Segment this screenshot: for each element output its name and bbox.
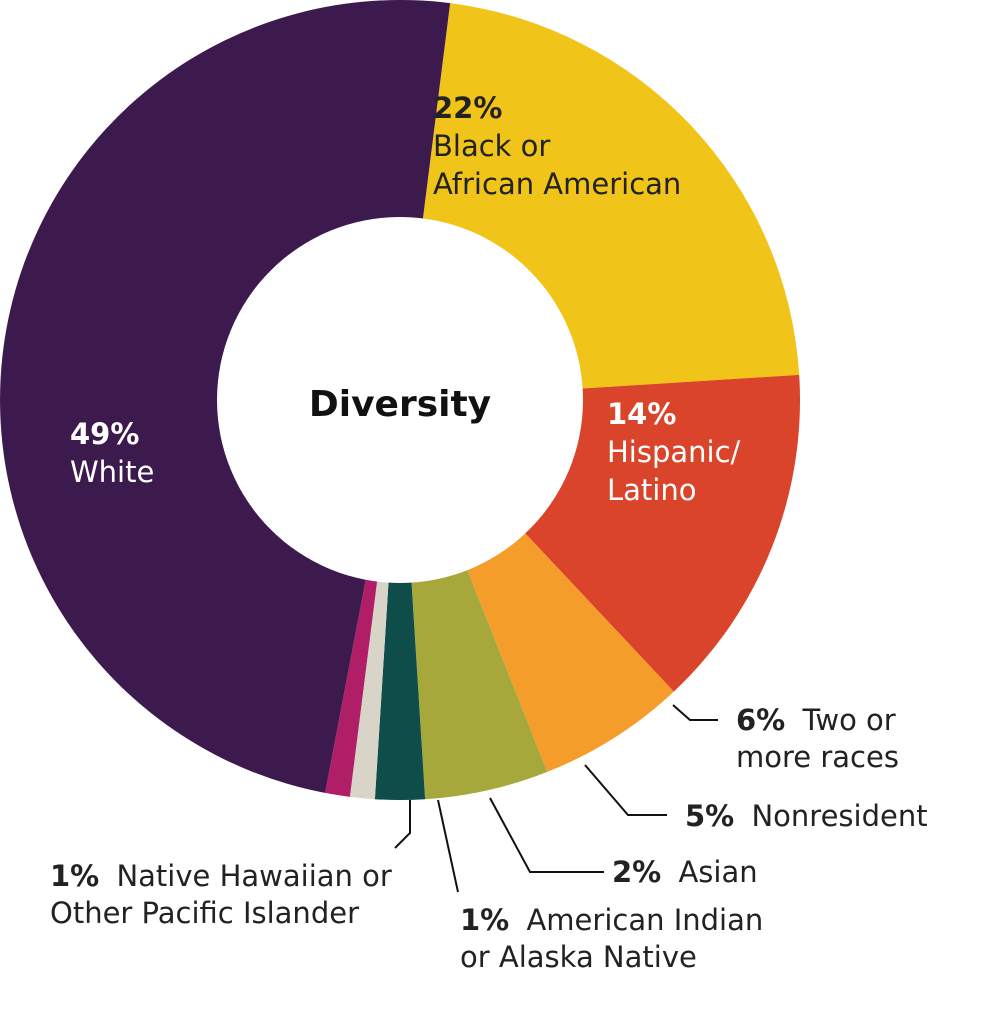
label-amind-line2: or Alaska Native [460, 940, 697, 974]
label-hawaiian-line2: Other Pacific Islander [50, 896, 359, 930]
leader-nonresident [584, 764, 667, 816]
label-black-line2: African American [433, 167, 681, 201]
label-american-indian: 1% American Indian or Alaska Native [460, 903, 772, 974]
leader-hawaiian [394, 800, 411, 849]
label-black-pct: 22% [433, 91, 502, 125]
label-hispanic-line1: Hispanic/ [607, 435, 741, 469]
label-amind-pct: 1% [460, 903, 509, 937]
label-black-line1: Black or [433, 129, 550, 163]
leader-asian [489, 797, 604, 873]
label-hawaiian: 1% Native Hawaiian or Other Pacific Isla… [50, 859, 401, 930]
label-hawaiian-line1: Native Hawaiian or [116, 859, 391, 893]
label-asian-line1: Asian [678, 855, 757, 889]
label-amind-line1: American Indian [526, 903, 763, 937]
slice-asian [374, 400, 426, 800]
label-nonres-line1: Nonresident [751, 799, 927, 833]
label-asian-pct: 2% [612, 855, 661, 889]
label-white-pct: 49% [70, 417, 139, 451]
label-hispanic-line2: Latino [607, 473, 696, 507]
label-white: 49% White [70, 417, 154, 489]
chart-title: Diversity [309, 384, 491, 425]
label-two-line2: more races [736, 740, 899, 774]
label-nonresident: 5% Nonresident [685, 799, 928, 833]
leader-american-indian [437, 799, 459, 893]
label-hawaiian-pct: 1% [50, 859, 99, 893]
label-black: 22% Black or African American [433, 91, 681, 201]
label-nonres-pct: 5% [685, 799, 734, 833]
label-hispanic-pct: 14% [607, 397, 676, 431]
label-two-or-more: 6% Two or more races [736, 703, 905, 774]
leader-two-or-more [672, 704, 718, 721]
label-white-line1: White [70, 455, 154, 489]
label-hispanic: 14% Hispanic/ Latino [607, 397, 750, 507]
label-two-line1: Two or [801, 703, 895, 737]
label-asian: 2% Asian [612, 855, 758, 889]
donut-hole [217, 217, 583, 583]
label-two-pct: 6% [736, 703, 785, 737]
